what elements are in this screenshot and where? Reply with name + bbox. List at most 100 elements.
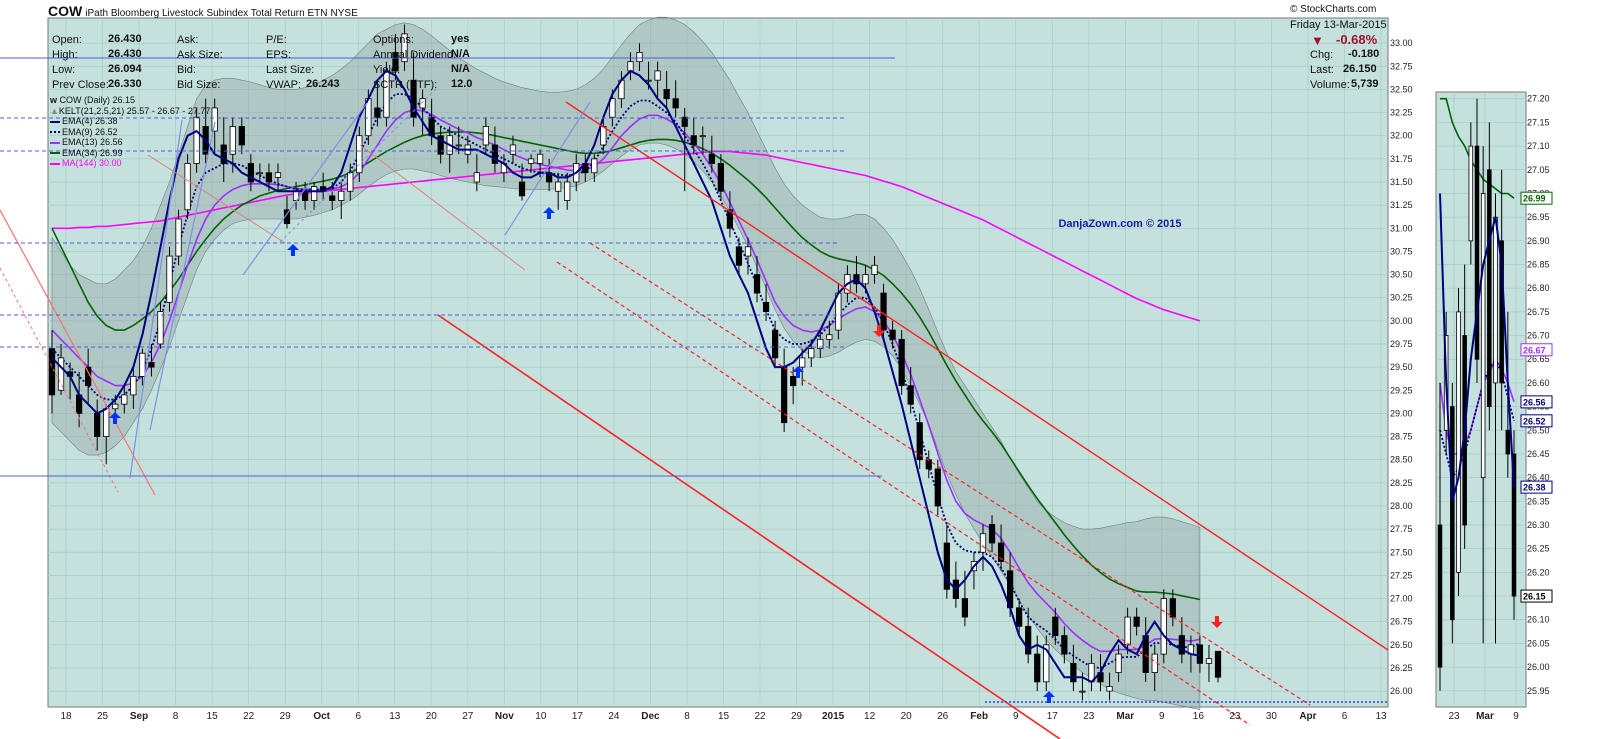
y-tick-label: 27.25 <box>1390 570 1413 580</box>
zoom-price-axis: 27.2027.1527.1027.0527.0026.9526.9026.85… <box>1520 94 1553 696</box>
candle-body <box>1196 644 1204 664</box>
candle-body <box>961 598 969 618</box>
line-swatch-icon <box>50 120 60 123</box>
x-tick-label: Sep <box>130 711 148 722</box>
candle-body <box>1437 524 1443 668</box>
x-tick-label: 26 <box>937 711 949 722</box>
candle-body <box>103 408 110 437</box>
chg-value: -0.180 <box>1348 48 1380 60</box>
candle-body <box>916 422 923 461</box>
candle-body <box>1456 311 1461 573</box>
candle-body <box>1079 690 1086 693</box>
candle-body <box>392 51 399 72</box>
y-tick-label: 27.75 <box>1390 524 1413 534</box>
candle-body <box>410 79 417 118</box>
value-label: 26.15 <box>1523 592 1546 602</box>
x-tick-label: 22 <box>243 711 255 722</box>
value-label-box <box>1520 589 1553 603</box>
volume-label: Volume: <box>1310 79 1350 91</box>
candle-body <box>455 144 462 147</box>
candle-body <box>790 375 797 387</box>
value-label: 26.56 <box>1523 397 1546 407</box>
value-label: 26.99 <box>1523 194 1546 204</box>
y-tick-label: 28.25 <box>1390 478 1413 488</box>
y-tick-label: 27.10 <box>1527 141 1550 151</box>
ema4-line <box>51 69 1201 684</box>
candle-body <box>473 172 480 183</box>
x-tick-label: Nov <box>495 711 514 722</box>
x-tick-label: 27 <box>462 711 474 722</box>
x-tick-label: Feb <box>970 711 988 722</box>
channel-upper-line <box>565 101 1389 651</box>
x-tick-label: 16 <box>1193 711 1205 722</box>
y-tick-label: 26.20 <box>1527 567 1550 577</box>
source-credit[interactable]: © StockCharts.com <box>1290 4 1377 15</box>
candle-body <box>1016 607 1023 627</box>
candle-body <box>1160 598 1167 655</box>
y-tick-label: 26.00 <box>1527 662 1550 672</box>
x-tick-label: 29 <box>791 711 803 722</box>
trend-line <box>149 121 216 431</box>
x-tick-label: 23 <box>1229 711 1241 722</box>
trend-line <box>504 101 591 236</box>
candle-body <box>274 172 282 178</box>
main-plot <box>0 16 1389 739</box>
x-tick-label: Mar <box>1116 711 1134 722</box>
y-tick-label: 27.20 <box>1527 94 1550 104</box>
y-tick-label: 26.45 <box>1527 449 1550 459</box>
x-tick-label: 20 <box>901 711 913 722</box>
quote-date: Friday 13-Mar-2015 <box>1290 19 1387 31</box>
up-arrow-icon <box>792 366 804 378</box>
x-tick-label: 6 <box>1342 711 1348 722</box>
candle-body <box>94 413 101 437</box>
candle-body <box>1205 658 1213 664</box>
candle-body <box>256 172 264 175</box>
y-tick-label: 30.75 <box>1390 246 1413 256</box>
value-label: 26.67 <box>1523 345 1546 355</box>
last-size-label: Last Size: <box>266 64 315 76</box>
candle-body <box>627 61 634 72</box>
prev-close-label: Prev Close: <box>52 79 109 91</box>
candle-body <box>193 116 200 164</box>
ema4-line <box>1439 193 1515 502</box>
candle-body <box>175 218 182 257</box>
volume-value: 5,739 <box>1351 78 1379 90</box>
value-label-box <box>1520 343 1553 357</box>
candle-body <box>374 107 381 118</box>
candle-body <box>229 126 236 155</box>
high-label: High: <box>52 49 78 61</box>
candle-body <box>726 209 734 229</box>
y-tick-label: 27.00 <box>1390 594 1413 604</box>
candle-body <box>1151 653 1158 674</box>
candle-body <box>220 144 227 164</box>
ema34-line <box>51 131 1201 601</box>
candle-body <box>1468 145 1474 242</box>
candle-body <box>130 375 137 396</box>
candle-body <box>591 158 598 174</box>
x-tick-label: 20 <box>426 711 438 722</box>
candle-body <box>708 153 715 164</box>
value-label: 26.38 <box>1523 483 1546 493</box>
y-tick-label: 29.75 <box>1390 339 1413 349</box>
candle-body <box>211 107 218 132</box>
y-tick-label: 26.80 <box>1527 283 1550 293</box>
price-axis: 33.00 32.75 32.50 32.25 32.00 31.75 31.50 31.25… <box>1390 38 1413 696</box>
x-tick-label: 8 <box>173 711 179 722</box>
legend-label: KELT(21,2.5,21) 25.57 - 26.67 - 27.77 <box>58 105 211 116</box>
candle-body <box>301 190 309 201</box>
y-tick-label: 26.95 <box>1527 212 1550 222</box>
pullback-line <box>359 144 526 271</box>
candle-body <box>681 116 688 127</box>
y-tick-label: 32.75 <box>1390 61 1413 71</box>
up-arrow-icon <box>543 207 555 219</box>
x-tick-label: 23 <box>1448 711 1460 722</box>
candle-body <box>157 311 164 345</box>
candle-body <box>419 98 426 109</box>
x-tick-label: 6 <box>355 711 361 722</box>
candle-body <box>817 338 824 350</box>
candle-body <box>1034 653 1041 683</box>
last-value: 26.150 <box>1343 63 1377 75</box>
candle-body <box>247 163 254 183</box>
channel-mid-line <box>589 242 1311 706</box>
legend-label: MA(144) 30.00 <box>62 158 122 168</box>
